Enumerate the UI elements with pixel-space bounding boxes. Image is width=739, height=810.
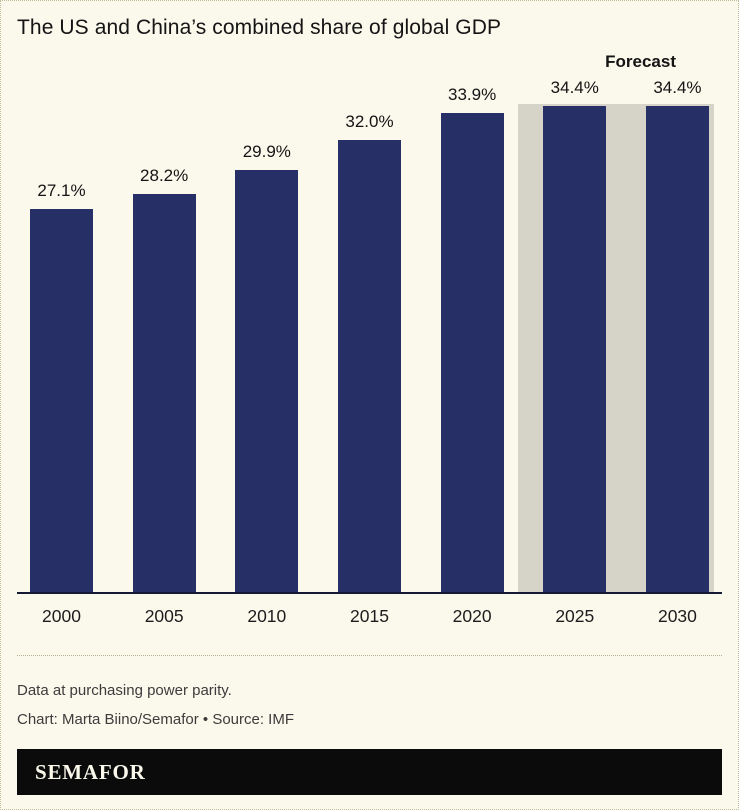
bar: 33.9% bbox=[440, 85, 504, 592]
credit-note: Chart: Marta Biino/Semafor • Source: IMF bbox=[17, 711, 295, 728]
bar-value-label: 33.9% bbox=[448, 85, 497, 105]
plot-area: 27.1% 28.2% 29.9% 32.0% 33.9% 34.4% 34.4% bbox=[17, 78, 722, 594]
bar-group: 29.9% bbox=[235, 108, 299, 592]
bar: 32.0% bbox=[337, 112, 401, 592]
bar-value-label: 34.4% bbox=[550, 78, 599, 97]
logo-bar: SEMAFOR bbox=[17, 749, 722, 795]
x-axis-tick-row: 2000 2005 2010 2015 2020 2025 2030 bbox=[17, 606, 722, 627]
bar-group: 34.4% bbox=[645, 78, 709, 592]
bar: 34.4% bbox=[543, 78, 607, 592]
x-tick-label: 2015 bbox=[350, 606, 389, 626]
methodology-note: Data at purchasing power parity. bbox=[17, 682, 232, 699]
bar-group: 34.4% bbox=[543, 78, 607, 592]
semafor-logo: SEMAFOR bbox=[35, 759, 146, 784]
forecast-annotation: Forecast bbox=[605, 52, 676, 71]
x-tick-label: 2005 bbox=[144, 606, 184, 626]
bar-value-label: 32.0% bbox=[345, 111, 394, 131]
bar: 28.2% bbox=[132, 166, 196, 592]
x-tick-label: 2030 bbox=[657, 606, 697, 626]
bar-value-label: 28.2% bbox=[140, 165, 189, 185]
bar-group: 32.0% bbox=[337, 108, 401, 592]
bar-group: 33.9% bbox=[440, 85, 504, 592]
bar: 27.1% bbox=[30, 181, 93, 592]
x-tick-label: 2010 bbox=[247, 606, 287, 626]
x-tick-label: 2025 bbox=[555, 606, 595, 626]
bar-value-label: 29.9% bbox=[242, 141, 291, 161]
footer-divider bbox=[17, 655, 722, 656]
chart-title: The US and China’s combined share of glo… bbox=[17, 16, 502, 39]
bar: 34.4% bbox=[645, 78, 709, 592]
bar-group: 27.1% bbox=[30, 108, 93, 592]
x-tick-label: 2000 bbox=[42, 606, 81, 626]
x-tick-label: 2020 bbox=[452, 606, 492, 626]
bar-value-label: 34.4% bbox=[653, 78, 702, 97]
bar-value-label: 27.1% bbox=[37, 181, 86, 201]
bar: 29.9% bbox=[235, 142, 299, 592]
bar-group: 28.2% bbox=[132, 108, 196, 592]
